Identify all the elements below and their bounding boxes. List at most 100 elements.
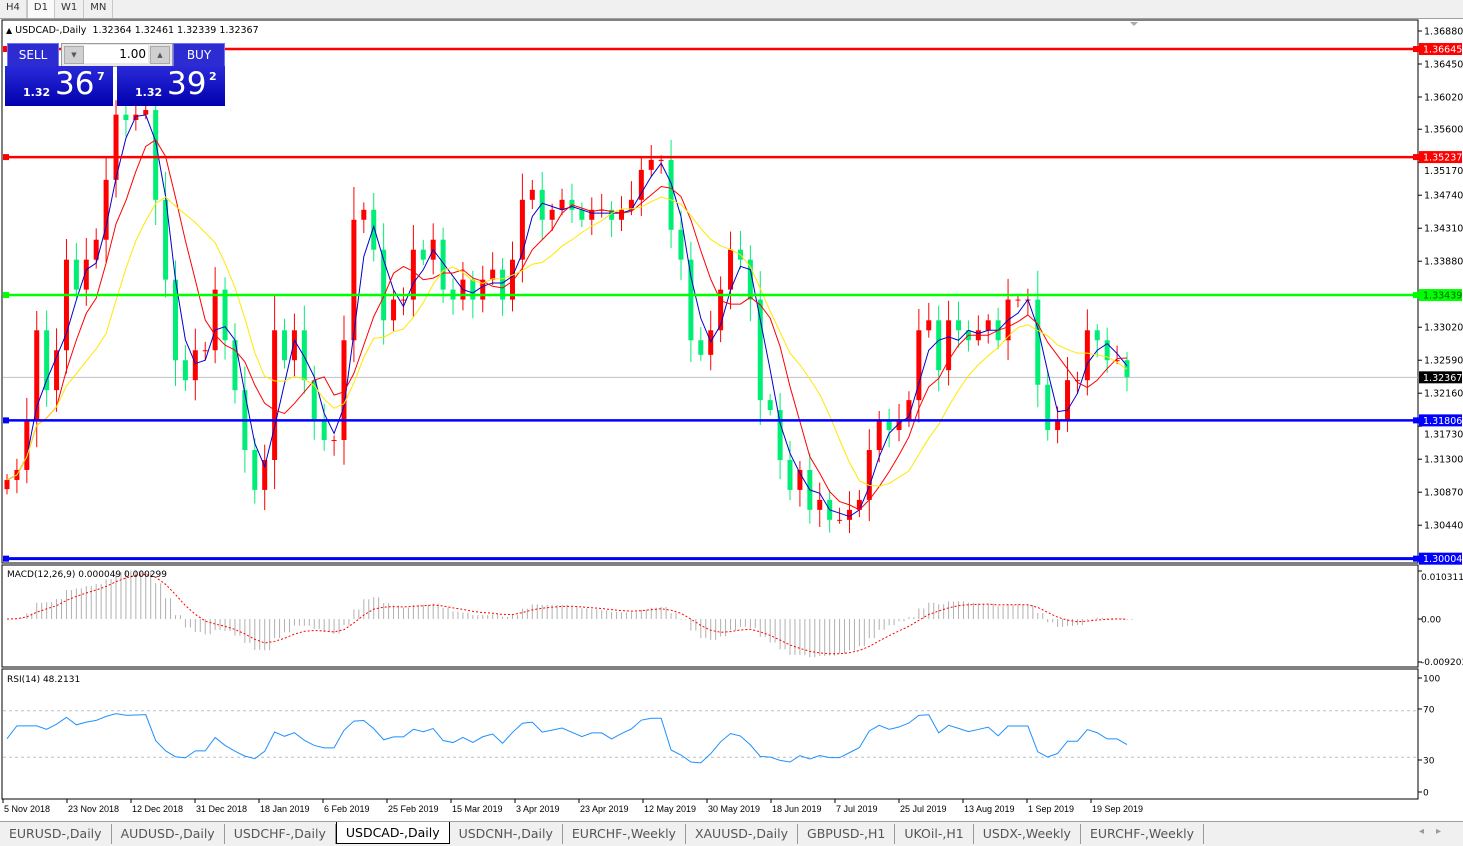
date-label: 12 May 2019	[644, 804, 696, 814]
price-tick-label: 1.30870	[1424, 488, 1463, 499]
chart-tab[interactable]: UKOil-,H1	[895, 824, 974, 844]
bull-candle	[856, 499, 862, 510]
bull-candle	[1055, 420, 1061, 431]
chart-tab[interactable]: AUDUSD-,Daily	[112, 824, 225, 844]
timeframe-w1[interactable]: W1	[55, 0, 85, 18]
date-label: 3 Apr 2019	[516, 804, 560, 814]
bull-candle	[262, 459, 268, 490]
chart-tab[interactable]: EURCHF-,Weekly	[563, 824, 686, 844]
bull-candle	[866, 450, 872, 500]
tab-scroll-arrows-icon[interactable]: ◂▸	[1418, 826, 1453, 837]
macd-tick-label: 0.00	[1421, 616, 1441, 626]
chart-symbol: USDCAD-,Daily	[15, 25, 87, 36]
bull-candle	[400, 299, 406, 301]
sell-button[interactable]: SELL	[7, 43, 59, 67]
chart-tab[interactable]: USDCNH-,Daily	[450, 824, 563, 844]
timeframe-d1[interactable]: D1	[26, 0, 55, 18]
sell-price-prefix: 1.32	[23, 86, 51, 99]
line-anchor-handle[interactable]	[1413, 154, 1419, 161]
bear-candle	[470, 279, 476, 300]
bear-candle	[1104, 340, 1110, 361]
price-tick-label: 1.32590	[1424, 356, 1463, 367]
hline-price-label: 1.31806	[1423, 416, 1462, 427]
bull-candle	[361, 209, 367, 220]
line-anchor-handle[interactable]	[1413, 417, 1419, 424]
line-anchor-handle[interactable]	[3, 46, 9, 53]
price-tick-label: 1.33880	[1424, 257, 1463, 268]
bull-candle	[351, 219, 357, 341]
date-label: 31 Dec 2018	[196, 804, 247, 814]
buy-price-box[interactable]: 1.32 39 2	[117, 66, 225, 106]
timeframe-mn[interactable]: MN	[84, 0, 114, 18]
bear-candle	[123, 114, 129, 121]
price-label-bg	[1419, 151, 1462, 164]
line-anchor-handle[interactable]	[1413, 46, 1419, 53]
line-anchor-handle[interactable]	[3, 154, 9, 161]
bear-candle	[44, 330, 50, 391]
price-tick-label: 1.32160	[1424, 389, 1463, 400]
chart-tab[interactable]: EURCHF-,Weekly	[1081, 824, 1204, 844]
chart-tab[interactable]: USDX-,Weekly	[974, 824, 1081, 844]
bull-candle	[103, 179, 109, 240]
bear-candle	[163, 199, 169, 280]
line-anchor-handle[interactable]	[1413, 292, 1419, 299]
sell-price-box[interactable]: 1.32 36 7	[5, 66, 113, 106]
bear-candle	[1035, 299, 1041, 385]
bear-candle	[747, 259, 753, 300]
bull-candle	[549, 209, 555, 220]
main-pane	[1, 19, 1419, 564]
bull-candle	[619, 209, 625, 220]
line-anchor-handle[interactable]	[3, 292, 9, 299]
lot-increase-icon[interactable]: ▲	[150, 46, 170, 64]
timeframe-h4[interactable]: H4	[0, 0, 27, 18]
bull-candle	[192, 350, 198, 381]
bull-candle	[529, 189, 535, 200]
chart-tab[interactable]: XAUUSD-,Daily	[686, 824, 799, 844]
bull-candle	[212, 289, 218, 351]
rsi-tick-label: 0	[1423, 789, 1429, 799]
chart-tab[interactable]: GBPUSD-,H1	[798, 824, 896, 844]
bull-candle	[718, 289, 724, 331]
bear-candle	[539, 189, 545, 220]
bull-candle	[648, 159, 654, 170]
bear-candle	[301, 330, 307, 381]
bull-candle	[480, 279, 486, 300]
bear-candle	[252, 450, 258, 490]
bull-candle	[410, 249, 416, 300]
chart-tab[interactable]: USDCHF-,Daily	[225, 824, 336, 844]
rsi-tick-label: 30	[1423, 757, 1435, 767]
bull-candle	[728, 249, 734, 290]
one-click-trade-panel: SELL ▼ ▲ BUY 1.32 36 7 1.32 39 2	[5, 42, 225, 107]
bull-candle	[391, 299, 397, 321]
price-tick-label: 1.35600	[1424, 125, 1463, 136]
date-label: 18 Jan 2019	[260, 804, 310, 814]
chart-tab[interactable]: EURUSD-,Daily	[0, 824, 112, 844]
bear-candle	[321, 420, 327, 441]
lot-input[interactable]	[84, 45, 148, 63]
lot-decrease-icon[interactable]: ▼	[64, 46, 84, 64]
bear-candle	[381, 249, 387, 321]
buy-button[interactable]: BUY	[173, 43, 225, 67]
line-anchor-handle[interactable]	[3, 417, 9, 424]
chart-tab-active[interactable]: USDCAD-,Daily	[335, 822, 450, 844]
price-tick-label: 1.34310	[1424, 224, 1463, 235]
price-tick-label: 1.31730	[1424, 429, 1463, 440]
line-anchor-handle[interactable]	[1413, 555, 1419, 562]
date-label: 6 Feb 2019	[324, 804, 370, 814]
date-label: 13 Aug 2019	[964, 804, 1015, 814]
line-anchor-handle[interactable]	[3, 555, 9, 562]
bull-candle	[83, 259, 89, 290]
rsi-tick-label: 100	[1423, 675, 1440, 685]
bear-candle	[1124, 360, 1130, 378]
chart-window[interactable]: 1.36880 1.36450 1.36020 1.35600 1.35170 1.347…	[0, 0, 1463, 821]
rsi-tick-label: 70	[1423, 706, 1435, 716]
bear-candle	[579, 209, 585, 220]
bull-candle	[817, 499, 823, 510]
collapse-triangle-icon[interactable]: ▲	[6, 26, 13, 35]
current-price-label-bg	[1419, 371, 1462, 384]
bull-candle	[846, 509, 852, 520]
date-label: 25 Jul 2019	[900, 804, 947, 814]
bull-candle	[63, 259, 69, 351]
bear-candle	[609, 209, 615, 220]
bear-candle	[688, 259, 694, 341]
